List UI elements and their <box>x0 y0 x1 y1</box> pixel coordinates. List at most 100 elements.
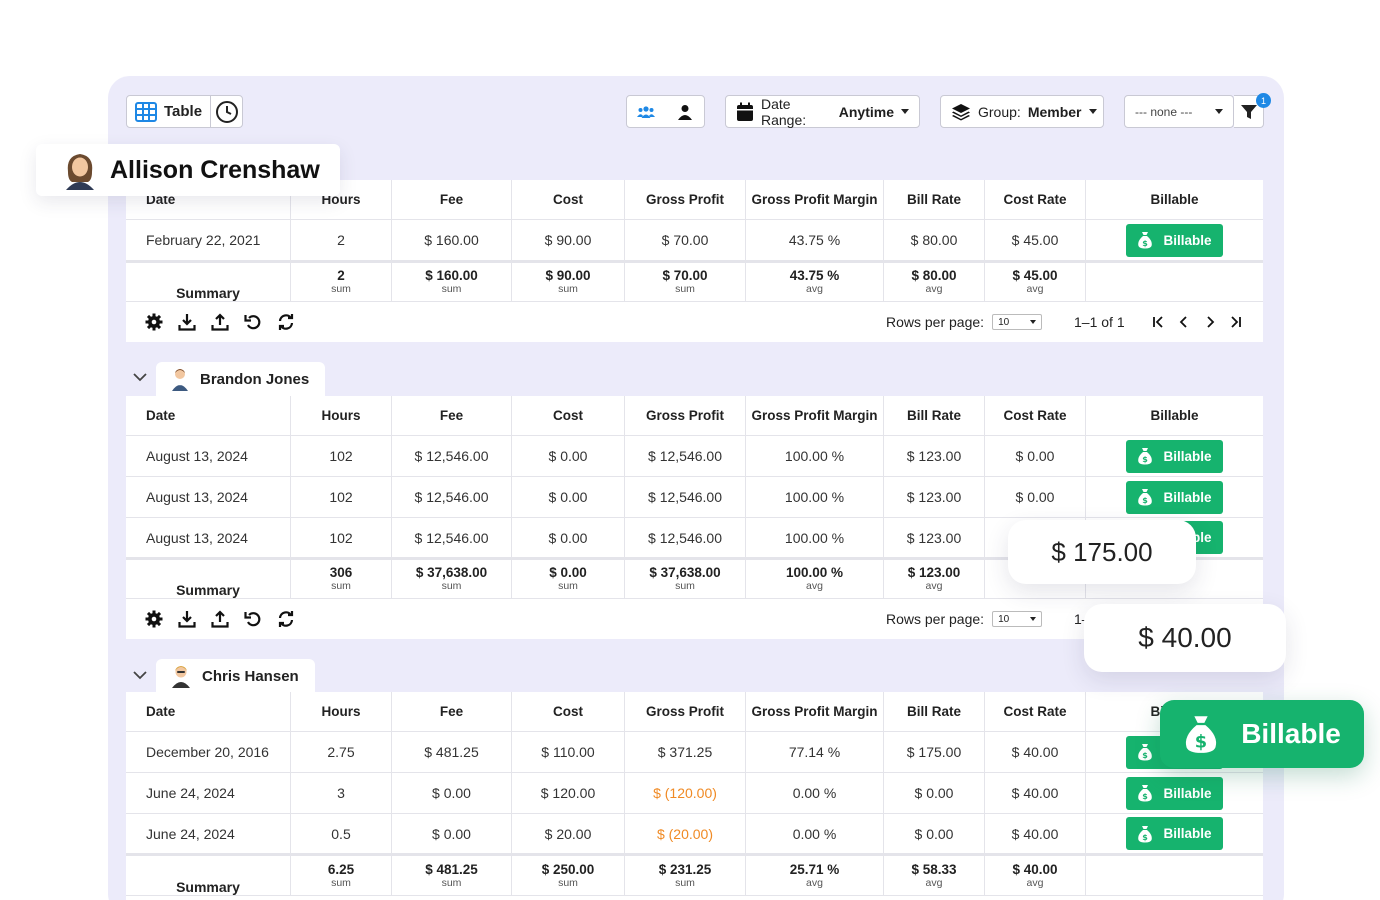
table-row[interactable]: August 13, 2024 102 $ 12,546.00 $ 0.00 $… <box>126 436 1263 477</box>
rows-per-page-select[interactable]: 10 <box>992 611 1043 627</box>
col-header-bill-rate[interactable]: Bill Rate <box>884 396 985 435</box>
summary-value: $ 45.00 <box>1012 268 1058 283</box>
table-row[interactable]: December 20, 2016 2.75 $ 481.25 $ 110.00… <box>126 732 1263 773</box>
col-header-bill-rate[interactable]: Bill Rate <box>884 692 985 731</box>
date-range-select[interactable]: Date Range: Anytime <box>725 95 920 128</box>
summary-fee: $ 160.00 sum <box>392 263 512 301</box>
last-page-icon[interactable] <box>1230 316 1242 328</box>
rows-per-page-select[interactable]: 10 <box>992 314 1043 330</box>
col-header-cost-rate[interactable]: Cost Rate <box>985 180 1086 219</box>
svg-text:$: $ <box>1143 751 1149 760</box>
cell-cost-rate: $ 45.00 <box>985 220 1086 260</box>
cell-cost: $ 0.00 <box>512 518 625 557</box>
clock-icon <box>215 100 239 124</box>
table-footer: Rows per page: 10 1–1 of 1 <box>126 599 1263 639</box>
billable-toggle-button[interactable]: $ Billable <box>1126 480 1223 514</box>
cell-date: December 20, 2016 <box>126 732 291 772</box>
summary-value: $ 0.00 <box>549 565 587 580</box>
cell-hours: 102 <box>291 436 392 476</box>
col-header-hours[interactable]: Hours <box>291 396 392 435</box>
cell-billable: $ Billable <box>1086 814 1263 853</box>
collapse-chevron-icon[interactable] <box>133 372 147 382</box>
collapse-chevron-icon[interactable] <box>133 670 147 680</box>
summary-label: Summary <box>126 560 291 598</box>
col-header-gross-profit[interactable]: Gross Profit <box>625 180 746 219</box>
col-header-cost-rate[interactable]: Cost Rate <box>985 396 1086 435</box>
summary-label: Summary <box>126 263 291 301</box>
team-view-button[interactable] <box>627 96 666 127</box>
member-name: Brandon Jones <box>200 370 310 388</box>
calendar-icon <box>736 102 754 122</box>
summary-value: 6.25 <box>327 861 355 877</box>
cell-cost: $ 110.00 <box>512 732 625 772</box>
col-header-cost[interactable]: Cost <box>512 180 625 219</box>
next-page-icon[interactable] <box>1204 316 1216 328</box>
col-header-fee[interactable]: Fee <box>392 396 512 435</box>
table-row[interactable]: June 24, 2024 0.5 $ 0.00 $ 20.00 $ (20.0… <box>126 814 1263 854</box>
money-bag-icon: $ <box>1137 784 1153 802</box>
undo-icon[interactable] <box>244 313 262 331</box>
summary-agg: avg <box>925 580 943 592</box>
upload-icon[interactable] <box>211 313 229 331</box>
col-header-fee[interactable]: Fee <box>392 692 512 731</box>
cell-gross-profit-margin: 100.00 % <box>746 518 884 557</box>
single-member-button[interactable] <box>666 96 705 127</box>
billable-callout: $ Billable <box>1160 700 1364 768</box>
cell-cost: $ 0.00 <box>512 436 625 476</box>
billable-toggle-button[interactable]: $ Billable <box>1126 439 1223 473</box>
billable-toggle-button[interactable]: $ Billable <box>1126 223 1223 257</box>
undo-icon[interactable] <box>244 610 262 628</box>
summary-cost: $ 0.00 sum <box>512 560 625 598</box>
cell-fee: $ 0.00 <box>392 773 512 813</box>
table-row[interactable]: June 24, 2024 3 $ 0.00 $ 120.00 $ (120.0… <box>126 773 1263 814</box>
col-header-gross-profit-margin[interactable]: Gross Profit Margin <box>746 396 884 435</box>
billable-toggle-button[interactable]: $ Billable <box>1126 776 1223 810</box>
summary-agg: avg <box>1026 283 1044 295</box>
col-header-billable[interactable]: Billable <box>1150 192 1199 207</box>
col-header-date[interactable]: Date <box>126 396 291 435</box>
group-by-value: Member <box>1027 103 1082 120</box>
col-header-cost[interactable]: Cost <box>512 692 625 731</box>
filter-field-select[interactable]: --- none --- <box>1124 95 1234 128</box>
svg-text:$: $ <box>1143 833 1149 842</box>
rows-per-page-value: 10 <box>998 613 1010 625</box>
refresh-icon[interactable] <box>277 610 295 628</box>
col-header-gross-profit-margin[interactable]: Gross Profit Margin <box>746 180 884 219</box>
col-header-gross-profit-margin[interactable]: Gross Profit Margin <box>746 692 884 731</box>
billable-label: Billable <box>1163 232 1212 248</box>
col-header-hours[interactable]: Hours <box>291 692 392 731</box>
first-page-icon[interactable] <box>1152 316 1164 328</box>
filter-button[interactable] <box>1234 95 1264 128</box>
cell-gross-profit-negative: $ (120.00) <box>625 773 746 813</box>
col-header-gross-profit[interactable]: Gross Profit <box>625 396 746 435</box>
col-header-billable[interactable]: Billable <box>1150 408 1199 423</box>
settings-gear-icon[interactable] <box>145 313 163 331</box>
summary-agg: avg <box>1026 876 1044 889</box>
col-header-fee[interactable]: Fee <box>392 180 512 219</box>
download-icon[interactable] <box>178 313 196 331</box>
group-by-select[interactable]: Group: Member <box>940 95 1104 128</box>
billable-label: Billable <box>1163 826 1212 841</box>
settings-gear-icon[interactable] <box>145 610 163 628</box>
summary-agg: sum <box>558 283 578 295</box>
col-header-cost[interactable]: Cost <box>512 396 625 435</box>
table-view-button[interactable]: Table <box>127 96 212 127</box>
table-row[interactable]: February 22, 2021 2 $ 160.00 $ 90.00 $ 7… <box>126 220 1263 261</box>
billable-toggle-button[interactable]: $ Billable <box>1126 817 1223 850</box>
summary-gross-profit-margin: 43.75 % avg <box>746 263 884 301</box>
refresh-icon[interactable] <box>277 313 295 331</box>
col-header-bill-rate[interactable]: Bill Rate <box>884 180 985 219</box>
filter-count-badge: 1 <box>1256 93 1271 108</box>
table-header: Date Hours Fee Cost Gross Profit Gross P… <box>126 396 1263 436</box>
previous-page-icon[interactable] <box>1178 316 1190 328</box>
timeline-view-button[interactable] <box>211 96 242 127</box>
col-header-date[interactable]: Date <box>126 692 291 731</box>
member-table-allison: Date Hours Fee Cost Gross Profit Gross P… <box>126 180 1263 302</box>
table-row[interactable]: August 13, 2024 102 $ 12,546.00 $ 0.00 $… <box>126 477 1263 518</box>
cell-billable: $ Billable <box>1086 436 1263 476</box>
download-icon[interactable] <box>178 610 196 628</box>
col-header-gross-profit[interactable]: Gross Profit <box>625 692 746 731</box>
summary-cost-rate: $ 40.00 avg <box>985 856 1086 895</box>
upload-icon[interactable] <box>211 610 229 628</box>
col-header-cost-rate[interactable]: Cost Rate <box>985 692 1086 731</box>
